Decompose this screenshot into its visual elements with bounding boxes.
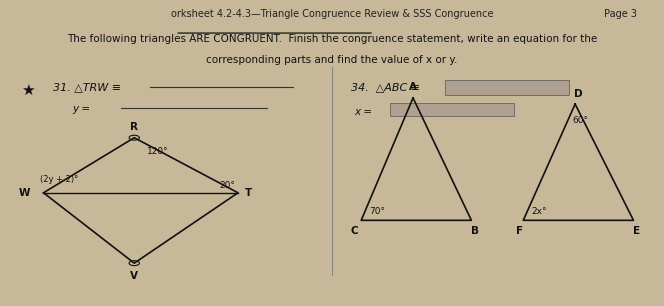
Text: 70°: 70° (369, 207, 385, 216)
FancyBboxPatch shape (390, 103, 513, 116)
Text: R: R (130, 121, 138, 132)
FancyBboxPatch shape (446, 80, 568, 95)
Text: E: E (633, 226, 640, 237)
Text: B: B (471, 226, 479, 237)
Text: 31. △TRW ≡: 31. △TRW ≡ (53, 83, 122, 93)
Text: A: A (409, 82, 417, 92)
Text: F: F (517, 226, 524, 237)
Text: C: C (351, 226, 359, 237)
Text: 20°: 20° (219, 181, 235, 190)
Text: 120°: 120° (147, 147, 169, 156)
Text: 2x°: 2x° (531, 207, 546, 216)
Text: orksheet 4.2-4.3—Triangle Congruence Review & SSS Congruence: orksheet 4.2-4.3—Triangle Congruence Rev… (171, 9, 493, 19)
Text: Page 3: Page 3 (604, 9, 637, 19)
Text: corresponding parts and find the value of x or y.: corresponding parts and find the value o… (207, 55, 457, 65)
Text: x =: x = (355, 107, 373, 117)
Text: 34.  △ABC ≡: 34. △ABC ≡ (351, 83, 420, 93)
Text: y =: y = (72, 104, 91, 114)
Text: D: D (574, 89, 583, 99)
Text: (2y + 2)°: (2y + 2)° (41, 175, 78, 184)
Text: V: V (130, 271, 138, 281)
Text: T: T (244, 188, 252, 198)
Text: 60°: 60° (572, 116, 588, 125)
Text: ★: ★ (21, 83, 35, 98)
Text: The following triangles ARE CONGRUENT.  Finish the congruence statement, write a: The following triangles ARE CONGRUENT. F… (67, 34, 597, 44)
Text: W: W (19, 188, 31, 198)
